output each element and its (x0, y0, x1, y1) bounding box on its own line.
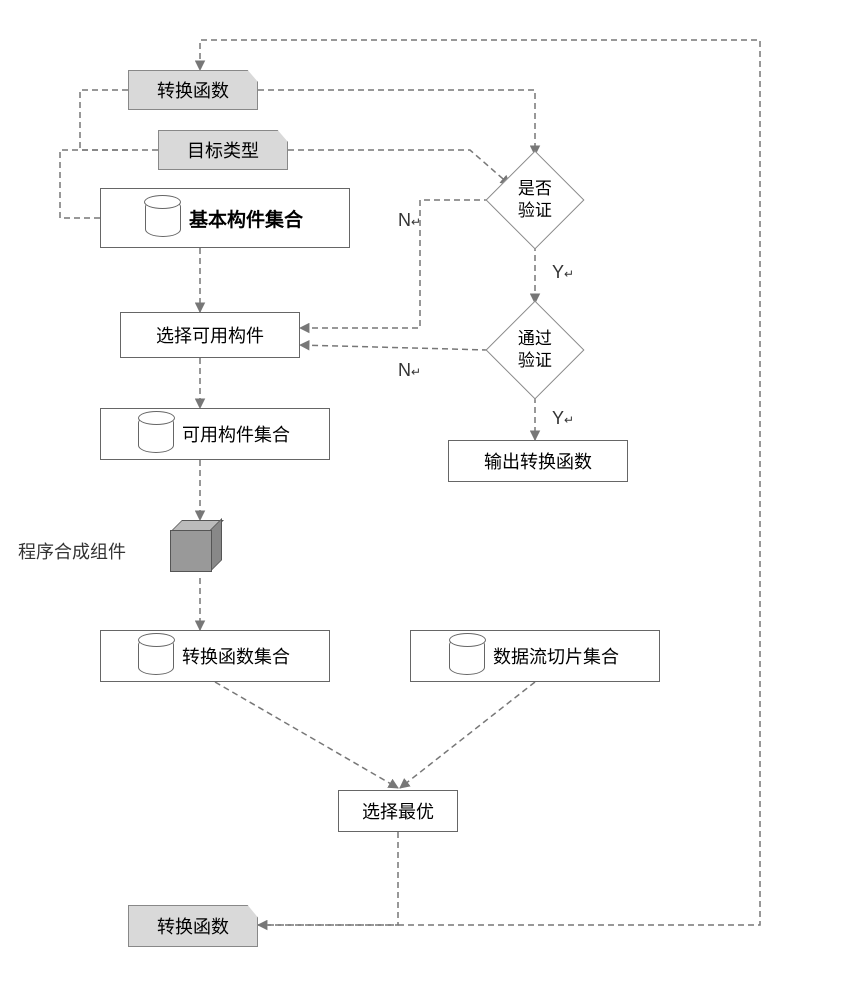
node-label: 数据流切片集合 (493, 643, 619, 669)
cube-icon (170, 520, 218, 568)
database-icon (145, 199, 181, 237)
edge-label-N2: N↵ (398, 360, 421, 381)
node-label: 选择可用构件 (156, 322, 264, 348)
node-conversion-function-set: 转换函数集合 (100, 630, 330, 682)
node-available-component-set: 可用构件集合 (100, 408, 330, 460)
decision-pass-verify: 通过验证 (486, 301, 585, 400)
node-label: 转换函数 (157, 77, 229, 103)
node-label: 转换函数 (157, 913, 229, 939)
node-program-synthesis-cube (170, 520, 218, 568)
node-label: 目标类型 (187, 137, 259, 163)
node-select-optimal: 选择最优 (338, 790, 458, 832)
node-basic-component-set: 基本构件集合 (100, 188, 350, 248)
node-label: 输出转换函数 (484, 448, 592, 474)
node-program-synthesis-label: 程序合成组件 (18, 538, 126, 564)
node-label: 基本构件集合 (189, 205, 303, 232)
node-dataflow-slice-set: 数据流切片集合 (410, 630, 660, 682)
flowchart-canvas: 转换函数 目标类型 基本构件集合 选择可用构件 可用构件集合 程序合成组件 转换… (0, 0, 842, 1000)
database-icon (138, 415, 174, 453)
node-label: 转换函数集合 (182, 643, 290, 669)
node-target-type: 目标类型 (158, 130, 288, 170)
database-icon (138, 637, 174, 675)
node-select-available-components: 选择可用构件 (120, 312, 300, 358)
node-label: 选择最优 (362, 798, 434, 824)
node-conversion-function-bottom: 转换函数 (128, 905, 258, 947)
node-label: 可用构件集合 (182, 421, 290, 447)
edges-layer (0, 0, 842, 1000)
edge-label-Y2: Y↵ (552, 408, 574, 429)
node-output-conversion-function: 输出转换函数 (448, 440, 628, 482)
edge-label-N1: N↵ (398, 210, 421, 231)
database-icon (449, 637, 485, 675)
edge-label-Y1: Y↵ (552, 262, 574, 283)
decision-verify: 是否验证 (486, 151, 585, 250)
node-conversion-function-top: 转换函数 (128, 70, 258, 110)
